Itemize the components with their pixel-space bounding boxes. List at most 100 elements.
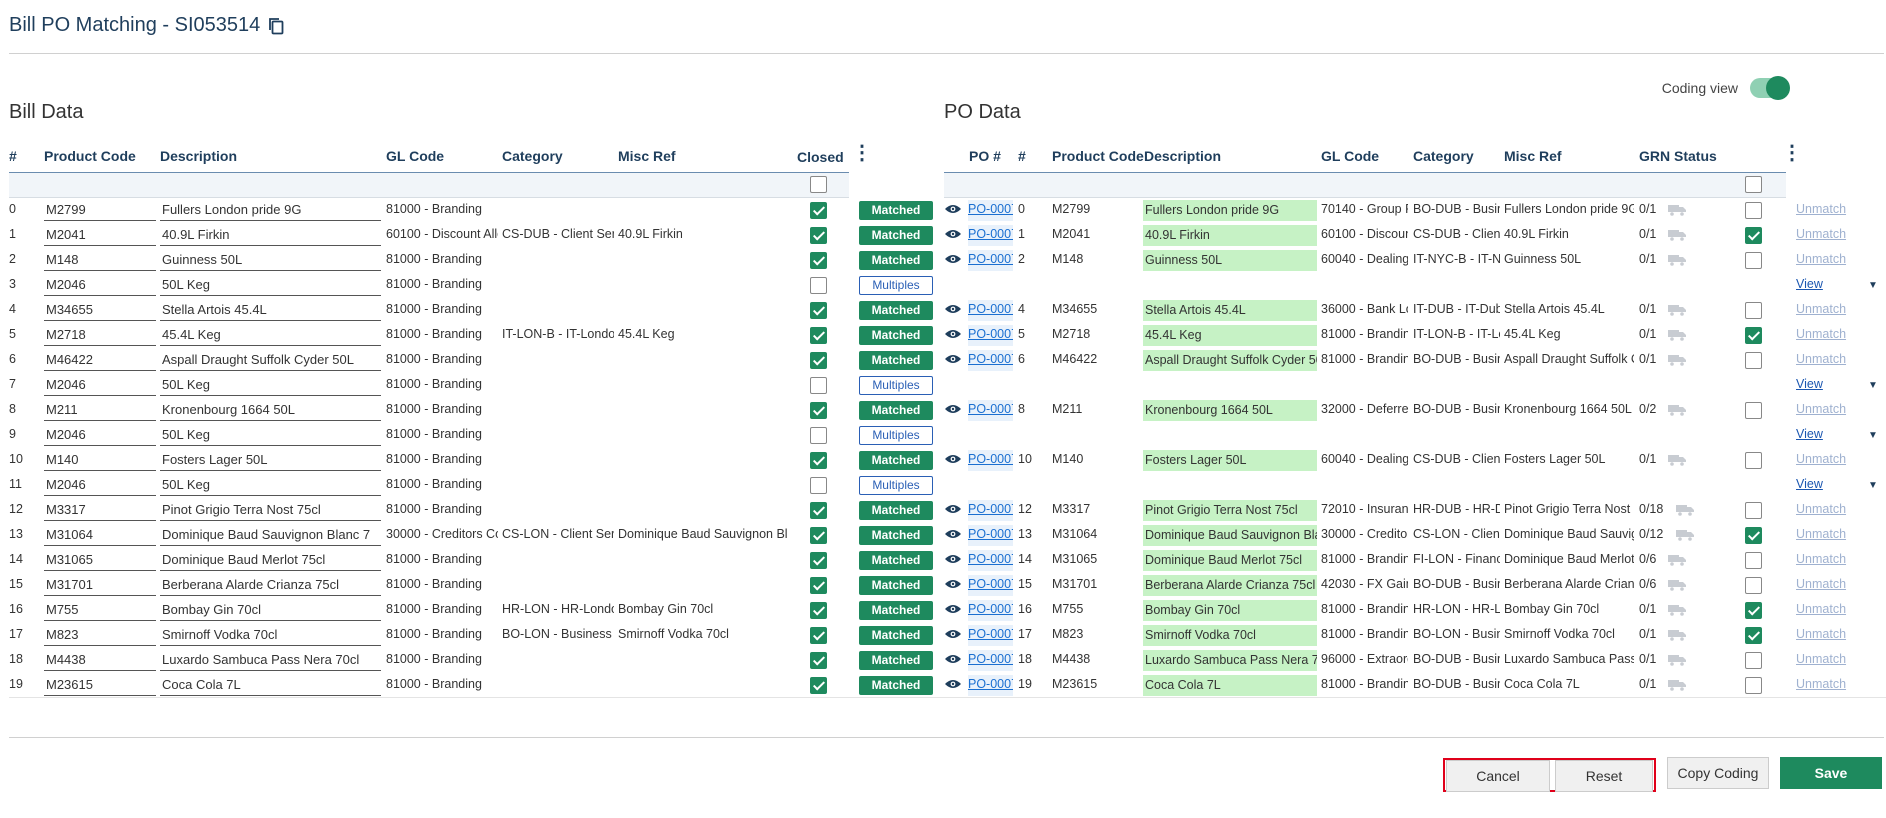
bill-gl-code[interactable]: 81000 - Branding [386, 277, 482, 291]
unmatch-link[interactable]: Unmatch [1796, 227, 1847, 241]
bill-product-code[interactable]: M823 [44, 625, 156, 646]
eye-icon[interactable] [945, 354, 961, 364]
bill-category[interactable]: CS-LON - Client Servi [502, 527, 614, 541]
multiples-button[interactable]: Multiples [859, 426, 933, 445]
bill-misc-ref[interactable]: 40.9L Firkin [618, 227, 683, 241]
eye-icon[interactable] [945, 304, 961, 314]
po-line-checkbox[interactable] [1745, 652, 1762, 669]
bill-description[interactable]: Fosters Lager 50L [160, 450, 381, 471]
unmatch-link[interactable]: Unmatch [1796, 327, 1847, 341]
bill-select-all-checkbox[interactable] [810, 176, 827, 193]
bill-gl-code[interactable]: 60100 - Discount Allo [386, 227, 498, 241]
bill-gl-code[interactable]: 81000 - Branding [386, 377, 482, 391]
bill-closed-checkbox[interactable] [810, 477, 827, 494]
bill-gl-code[interactable]: 81000 - Branding [386, 477, 482, 491]
bill-description[interactable]: Coca Cola 7L [160, 675, 381, 696]
bill-description[interactable]: Fullers London pride 9G [160, 200, 381, 221]
po-number-link[interactable]: PO-0007 [968, 650, 1013, 671]
bill-misc-ref[interactable]: Smirnoff Vodka 70cl [618, 627, 729, 641]
bill-description[interactable]: 50L Keg [160, 475, 381, 496]
po-line-checkbox[interactable] [1745, 627, 1762, 644]
bill-description[interactable]: Berberana Alarde Crianza 75cl [160, 575, 381, 596]
bill-closed-checkbox[interactable] [810, 627, 827, 644]
po-col-grn-status[interactable]: GRN Status [1639, 148, 1717, 164]
bill-misc-ref[interactable]: Bombay Gin 70cl [618, 602, 714, 616]
bill-product-code[interactable]: M140 [44, 450, 156, 471]
bill-gl-code[interactable]: 81000 - Branding [386, 352, 482, 366]
bill-description[interactable]: 40.9L Firkin [160, 225, 381, 246]
bill-category[interactable]: IT-LON-B - IT-London- [502, 327, 614, 341]
po-number-link[interactable]: PO-0007 [968, 200, 1013, 221]
bill-col-description[interactable]: Description [160, 148, 238, 164]
po-col-product-code[interactable]: Product Code [1052, 148, 1144, 164]
bill-gl-code[interactable]: 81000 - Branding [386, 252, 482, 266]
po-number-link[interactable]: PO-0007 [968, 675, 1013, 696]
unmatch-link[interactable]: Unmatch [1796, 652, 1847, 666]
unmatch-link[interactable]: Unmatch [1796, 202, 1847, 216]
bill-gl-code[interactable]: 81000 - Branding [386, 602, 482, 616]
po-number-link[interactable]: PO-0007 [968, 525, 1013, 546]
bill-closed-checkbox[interactable] [810, 427, 827, 444]
bill-closed-checkbox[interactable] [810, 677, 827, 694]
bill-product-code[interactable]: M2046 [44, 475, 156, 496]
po-number-link[interactable]: PO-0007 [968, 300, 1013, 321]
bill-gl-code[interactable]: 81000 - Branding [386, 677, 482, 691]
unmatch-link[interactable]: Unmatch [1796, 602, 1847, 616]
bill-closed-checkbox[interactable] [810, 277, 827, 294]
bill-col-closed[interactable]: Closed [797, 149, 844, 165]
bill-product-code[interactable]: M46422 [44, 350, 156, 371]
bill-product-code[interactable]: M31065 [44, 550, 156, 571]
eye-icon[interactable] [945, 654, 961, 664]
chevron-down-icon[interactable]: ▼ [1868, 480, 1878, 491]
bill-product-code[interactable]: M2046 [44, 375, 156, 396]
po-line-checkbox[interactable] [1745, 527, 1762, 544]
bill-closed-checkbox[interactable] [810, 377, 827, 394]
po-col-category[interactable]: Category [1413, 148, 1474, 164]
unmatch-link[interactable]: Unmatch [1796, 502, 1847, 516]
bill-description[interactable]: 50L Keg [160, 275, 381, 296]
bill-gl-code[interactable]: 81000 - Branding [386, 327, 482, 341]
bill-description[interactable]: Smirnoff Vodka 70cl [160, 625, 381, 646]
chevron-down-icon[interactable]: ▼ [1868, 280, 1878, 291]
bill-product-code[interactable]: M148 [44, 250, 156, 271]
po-line-checkbox[interactable] [1745, 577, 1762, 594]
view-link[interactable]: View [1796, 277, 1823, 291]
unmatch-link[interactable]: Unmatch [1796, 452, 1847, 466]
bill-gl-code[interactable]: 81000 - Branding [386, 577, 482, 591]
bill-closed-checkbox[interactable] [810, 327, 827, 344]
bill-gl-code[interactable]: 81000 - Branding [386, 652, 482, 666]
bill-gl-code[interactable]: 81000 - Branding [386, 402, 482, 416]
po-line-checkbox[interactable] [1745, 252, 1762, 269]
multiples-button[interactable]: Multiples [859, 376, 933, 395]
eye-icon[interactable] [945, 504, 961, 514]
chevron-down-icon[interactable]: ▼ [1868, 380, 1878, 391]
bill-product-code[interactable]: M31064 [44, 525, 156, 546]
po-number-link[interactable]: PO-0007 [968, 625, 1013, 646]
bill-description[interactable]: Pinot Grigio Terra Nost 75cl [160, 500, 381, 521]
bill-gl-code[interactable]: 81000 - Branding [386, 552, 482, 566]
multiples-button[interactable]: Multiples [859, 276, 933, 295]
bill-col-misc-ref[interactable]: Misc Ref [618, 148, 676, 164]
unmatch-link[interactable]: Unmatch [1796, 677, 1847, 691]
bill-category[interactable]: BO-LON - Business O [502, 627, 614, 641]
po-col-po[interactable]: PO # [969, 148, 1001, 164]
eye-icon[interactable] [945, 529, 961, 539]
eye-icon[interactable] [945, 679, 961, 689]
bill-description[interactable]: Dominique Baud Sauvignon Blanc 7 [160, 525, 381, 546]
po-line-checkbox[interactable] [1745, 352, 1762, 369]
bill-product-code[interactable]: M211 [44, 400, 156, 421]
po-line-checkbox[interactable] [1745, 402, 1762, 419]
po-line-checkbox[interactable] [1745, 552, 1762, 569]
eye-icon[interactable] [945, 579, 961, 589]
po-number-link[interactable]: PO-0007 [968, 600, 1013, 621]
eye-icon[interactable] [945, 554, 961, 564]
bill-closed-checkbox[interactable] [810, 577, 827, 594]
bill-product-code[interactable]: M2041 [44, 225, 156, 246]
bill-closed-checkbox[interactable] [810, 352, 827, 369]
coding-view-toggle[interactable] [1750, 76, 1790, 100]
bill-col-product-code[interactable]: Product Code [44, 148, 136, 164]
bill-description[interactable]: Kronenbourg 1664 50L [160, 400, 381, 421]
eye-icon[interactable] [945, 604, 961, 614]
po-number-link[interactable]: PO-0007 [968, 350, 1013, 371]
cancel-button[interactable]: Cancel [1446, 760, 1550, 792]
